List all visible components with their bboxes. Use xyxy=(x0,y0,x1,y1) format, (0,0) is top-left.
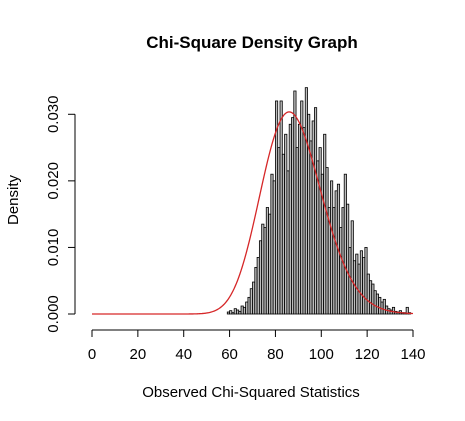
x-axis: 0 20 40 60 80 100 120 140 xyxy=(88,329,426,363)
histogram-bars xyxy=(226,87,412,315)
histogram-bar xyxy=(391,306,396,315)
x-axis-label: Observed Chi-Squared Statistics xyxy=(142,384,360,401)
x-tick-label: 120 xyxy=(355,346,380,363)
chart-title: Chi-Square Density Graph xyxy=(146,33,358,52)
x-tick-label: 140 xyxy=(400,346,425,363)
y-axis: 0.000 0.010 0.020 0.030 xyxy=(45,96,76,333)
density-curve xyxy=(92,111,414,315)
y-tick-label: 0.020 xyxy=(45,162,62,200)
y-tick-label: 0.010 xyxy=(45,229,62,267)
y-axis-label: Density xyxy=(5,174,22,225)
x-tick-label: 20 xyxy=(130,346,147,363)
x-tick-label: 0 xyxy=(88,346,96,363)
x-tick-label: 100 xyxy=(309,346,334,363)
x-tick-label: 40 xyxy=(175,346,192,363)
y-tick-label: 0.030 xyxy=(45,96,62,134)
x-tick-label: 60 xyxy=(221,346,238,363)
x-tick-label: 80 xyxy=(267,346,284,363)
y-tick-label: 0.000 xyxy=(45,295,62,333)
histogram-bar xyxy=(405,306,409,315)
